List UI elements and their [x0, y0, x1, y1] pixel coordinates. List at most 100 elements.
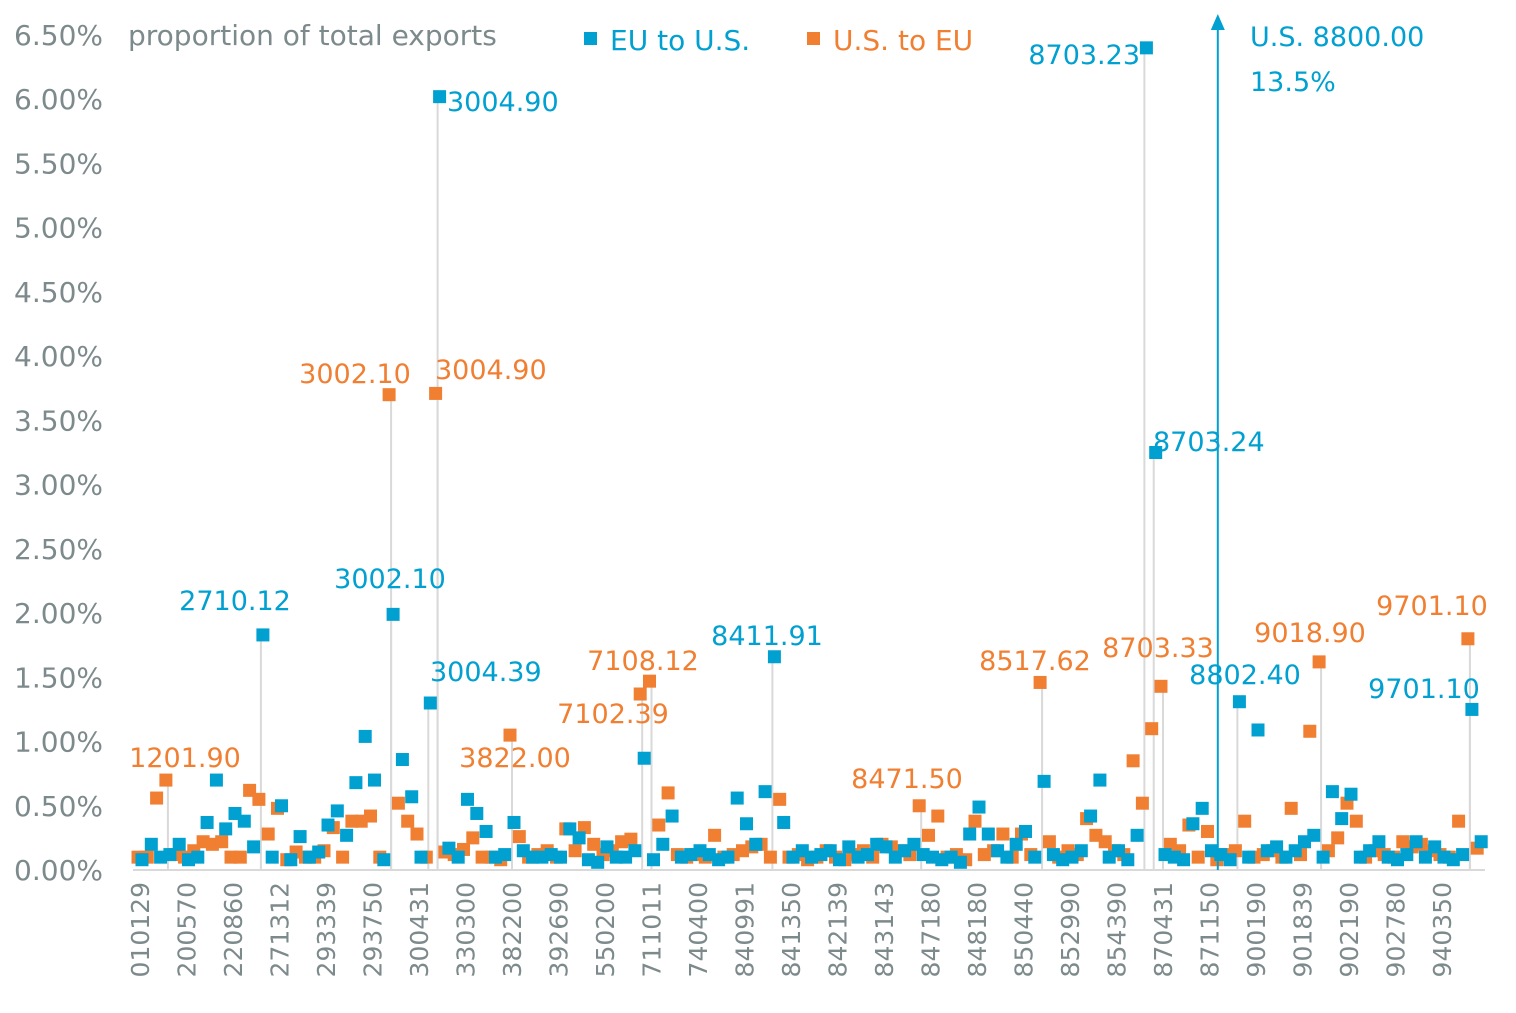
point-eu-to-us [972, 800, 986, 814]
point-eu-to-us [1037, 774, 1051, 788]
point-us-to-eu [968, 814, 982, 828]
x-tick-label: 848180 [963, 882, 992, 977]
point-eu-to-us [368, 773, 381, 787]
legend-marker-us-to-eu [807, 32, 820, 45]
point-eu-to-us [1456, 848, 1470, 862]
point-us-to-eu [1191, 850, 1205, 864]
point-eu-to-us [1418, 850, 1432, 864]
point-eu-to-us [135, 853, 149, 867]
annotation-label: 8517.62 [979, 646, 1091, 677]
point-eu-to-us [377, 853, 391, 867]
point-eu-to-us [349, 776, 363, 790]
x-tick-label: 852990 [1056, 882, 1085, 977]
point-eu-to-us [1428, 840, 1442, 854]
annotation-label: 1201.90 [129, 743, 241, 774]
point-us-to-eu [336, 850, 350, 864]
point-us-to-eu [912, 799, 926, 813]
point-eu-to-us [172, 837, 186, 851]
point-eu-to-us [423, 696, 437, 710]
point-us-to-eu [996, 827, 1010, 841]
point-us-to-eu [1461, 632, 1475, 646]
x-tick-label: 200570 [173, 882, 202, 977]
offscale-annotation: U.S. 8800.00 13.5% [1210, 14, 1424, 870]
point-eu-to-us [777, 815, 791, 829]
x-tick-label: 550200 [591, 882, 620, 977]
y-tick-label: 2.00% [14, 597, 103, 630]
x-tick-label: 854390 [1103, 882, 1132, 977]
point-us-to-eu [391, 796, 405, 810]
point-eu-to-us [386, 607, 400, 621]
point-us-to-eu [252, 792, 266, 806]
point-us-to-eu [633, 687, 647, 701]
point-eu-to-us [767, 650, 781, 664]
point-eu-to-us [1019, 824, 1032, 838]
annotation-label: 7102.39 [557, 699, 669, 730]
point-eu-to-us [256, 628, 270, 642]
point-eu-to-us [470, 806, 484, 820]
point-eu-to-us [1139, 41, 1153, 55]
point-us-to-eu [1303, 724, 1317, 738]
point-eu-to-us [1000, 850, 1014, 864]
point-us-to-eu [382, 388, 396, 402]
point-us-to-eu [773, 792, 787, 806]
point-us-to-eu [1126, 754, 1140, 768]
point-eu-to-us [637, 751, 651, 765]
x-tick-label: 843143 [870, 882, 899, 977]
point-eu-to-us [247, 840, 261, 854]
offscale-label: U.S. 8800.00 [1250, 22, 1424, 53]
point-us-to-eu [466, 831, 480, 845]
x-tick-label: 870431 [1149, 882, 1178, 977]
y-tick-label: 2.50% [14, 533, 103, 566]
legend: EU to U.S. U.S. to EU [584, 24, 973, 57]
point-us-to-eu [1042, 835, 1056, 849]
arrow-up-icon [1210, 14, 1225, 30]
annotation-label: 3004.39 [430, 657, 542, 688]
x-tick-label: 900190 [1242, 882, 1271, 977]
point-eu-to-us [1400, 848, 1414, 862]
point-eu-to-us [572, 831, 586, 845]
annotation-label: 8703.23 [1028, 40, 1140, 71]
point-eu-to-us [1009, 837, 1023, 851]
point-eu-to-us [209, 773, 223, 787]
point-us-to-eu [261, 827, 275, 841]
x-tick-label: 740400 [684, 882, 713, 977]
point-eu-to-us [1232, 695, 1246, 709]
annotation-label: 9701.10 [1376, 591, 1488, 622]
point-eu-to-us [1149, 446, 1163, 459]
x-tick-label: 841350 [777, 882, 806, 977]
annotation-label: 8703.33 [1102, 633, 1214, 664]
point-eu-to-us [953, 855, 967, 869]
point-us-to-eu [708, 828, 722, 842]
y-tick-label: 5.00% [14, 212, 103, 245]
point-us-to-eu [1284, 801, 1298, 815]
point-us-to-eu [150, 791, 164, 805]
point-eu-to-us [507, 815, 521, 829]
point-eu-to-us [405, 790, 419, 804]
point-eu-to-us [293, 830, 307, 844]
point-us-to-eu [1033, 675, 1047, 689]
point-us-to-eu [1238, 814, 1252, 828]
y-tick-label: 3.00% [14, 469, 103, 502]
point-eu-to-us [1028, 850, 1042, 864]
x-tick-label: 902190 [1335, 882, 1364, 977]
point-eu-to-us [1474, 835, 1488, 849]
annotation-label: 3004.90 [435, 355, 547, 386]
data-points [131, 41, 1488, 869]
point-eu-to-us [461, 792, 474, 806]
point-eu-to-us [721, 850, 735, 864]
point-eu-to-us [1242, 850, 1256, 864]
point-us-to-eu [1145, 722, 1159, 736]
point-eu-to-us [219, 822, 233, 836]
point-eu-to-us [479, 824, 493, 838]
point-eu-to-us [665, 809, 679, 823]
annotation-label: 3002.10 [334, 564, 446, 595]
point-eu-to-us [1307, 828, 1321, 842]
x-tick-label: 847180 [917, 882, 946, 977]
point-eu-to-us [1130, 828, 1144, 842]
y-tick-label: 1.00% [14, 726, 103, 759]
point-eu-to-us [1195, 801, 1209, 815]
point-us-to-eu [1349, 814, 1363, 828]
y-tick-label: 6.50% [14, 19, 103, 52]
point-eu-to-us [1270, 840, 1284, 854]
